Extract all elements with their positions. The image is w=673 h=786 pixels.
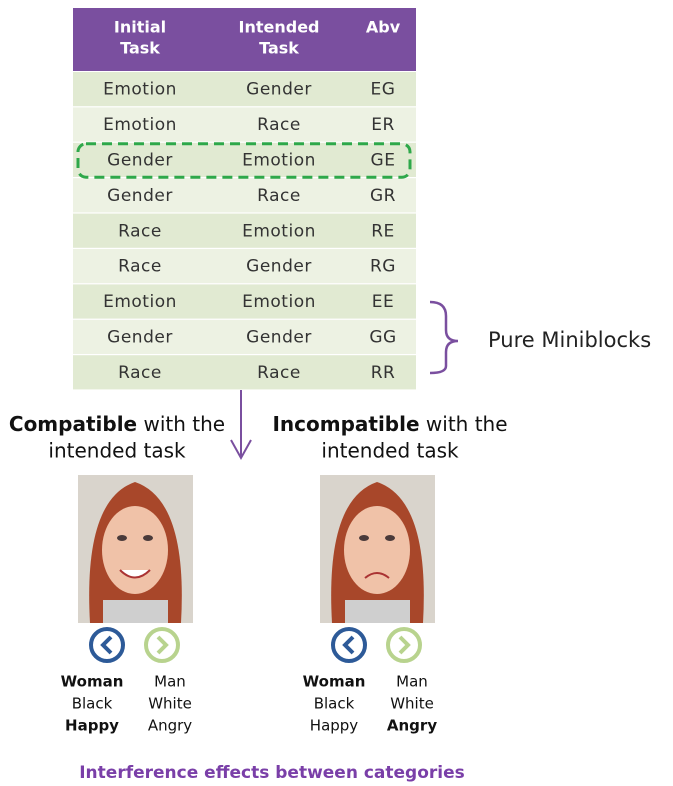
bracket-label: Pure Miniblocks bbox=[488, 328, 651, 352]
right-chevron bbox=[398, 635, 411, 655]
option-label: Black bbox=[314, 695, 355, 713]
option-label: Black bbox=[72, 695, 113, 713]
table-cell: RR bbox=[371, 363, 396, 383]
heading-bold: Compatible bbox=[9, 412, 137, 436]
table-row bbox=[73, 107, 416, 142]
right-button bbox=[144, 627, 180, 663]
table-row bbox=[73, 213, 416, 248]
left-button bbox=[89, 627, 125, 663]
table-row bbox=[73, 319, 416, 354]
bracket bbox=[429, 300, 459, 375]
footer: Interference effects between categories bbox=[79, 763, 465, 783]
table-cell: EE bbox=[372, 292, 394, 312]
table-cell: Gender bbox=[107, 151, 173, 171]
face bbox=[102, 506, 168, 594]
table-cell: Gender bbox=[246, 328, 312, 348]
table-cell: RG bbox=[370, 257, 396, 277]
table-cell: EG bbox=[371, 80, 396, 100]
table-cell: Gender bbox=[246, 80, 312, 100]
mouth bbox=[119, 569, 151, 579]
table-cell: Emotion bbox=[242, 151, 316, 171]
header-cell: Intended bbox=[239, 18, 320, 37]
right-button bbox=[386, 627, 422, 663]
table-row bbox=[73, 355, 416, 390]
option-label: White bbox=[390, 695, 434, 713]
table-cell: Emotion bbox=[103, 292, 177, 312]
left-chevron bbox=[100, 635, 113, 655]
panel-heading: Incompatible with the bbox=[272, 412, 507, 436]
table-cell: Gender bbox=[107, 186, 173, 206]
option-label: Angry bbox=[148, 717, 192, 735]
table-cell: RE bbox=[371, 221, 395, 241]
table-cell: Gender bbox=[107, 328, 173, 348]
left-button bbox=[331, 627, 367, 663]
header-cell: Task bbox=[259, 39, 299, 58]
arrow-head bbox=[230, 439, 252, 461]
face bbox=[344, 506, 410, 594]
table-cell: Emotion bbox=[103, 115, 177, 135]
panel-heading-line2: intended task bbox=[321, 439, 459, 463]
table-cell: Emotion bbox=[242, 292, 316, 312]
header-cell: Initial bbox=[114, 18, 166, 37]
scarf bbox=[103, 600, 168, 623]
option-label: White bbox=[148, 695, 192, 713]
mouth bbox=[364, 572, 390, 579]
option-label: Happy bbox=[310, 717, 359, 735]
option-label: Man bbox=[396, 673, 428, 691]
header-cell: Abv bbox=[366, 18, 401, 37]
table-row bbox=[73, 249, 416, 284]
right-chevron bbox=[156, 635, 169, 655]
heading-rest: with the bbox=[143, 412, 225, 436]
left-chevron bbox=[342, 635, 355, 655]
option-label: Angry bbox=[387, 717, 437, 735]
table-header bbox=[73, 8, 416, 71]
table-cell: ER bbox=[371, 115, 395, 135]
option-label: Man bbox=[154, 673, 186, 691]
table-cell: Emotion bbox=[242, 221, 316, 241]
table-row bbox=[73, 72, 416, 107]
eye bbox=[143, 535, 153, 541]
heading-bold: Incompatible bbox=[272, 412, 419, 436]
table-row bbox=[73, 142, 416, 177]
table-cell: Race bbox=[257, 186, 301, 206]
eye bbox=[385, 535, 395, 541]
table-cell: GG bbox=[369, 328, 396, 348]
table-cell: GR bbox=[370, 186, 396, 206]
table-cell: Gender bbox=[246, 257, 312, 277]
header-cell: Task bbox=[120, 39, 160, 58]
table-cell: GE bbox=[371, 151, 396, 171]
panel-heading-line2: intended task bbox=[48, 439, 186, 463]
panel-heading: Compatible with the bbox=[9, 412, 225, 436]
highlight-box bbox=[76, 142, 412, 179]
table-cell: Race bbox=[118, 257, 162, 277]
option-label: Woman bbox=[61, 673, 124, 691]
table-cell: Race bbox=[118, 363, 162, 383]
option-label: Woman bbox=[303, 673, 366, 691]
table-cell: Race bbox=[257, 115, 301, 135]
scarf bbox=[345, 600, 410, 623]
eye bbox=[117, 535, 127, 541]
table-cell: Race bbox=[257, 363, 301, 383]
eye bbox=[359, 535, 369, 541]
option-label: Happy bbox=[65, 717, 119, 735]
table-row bbox=[73, 178, 416, 213]
table-cell: Race bbox=[118, 221, 162, 241]
table-row bbox=[73, 284, 416, 319]
table-cell: Emotion bbox=[103, 80, 177, 100]
heading-rest: with the bbox=[426, 412, 508, 436]
